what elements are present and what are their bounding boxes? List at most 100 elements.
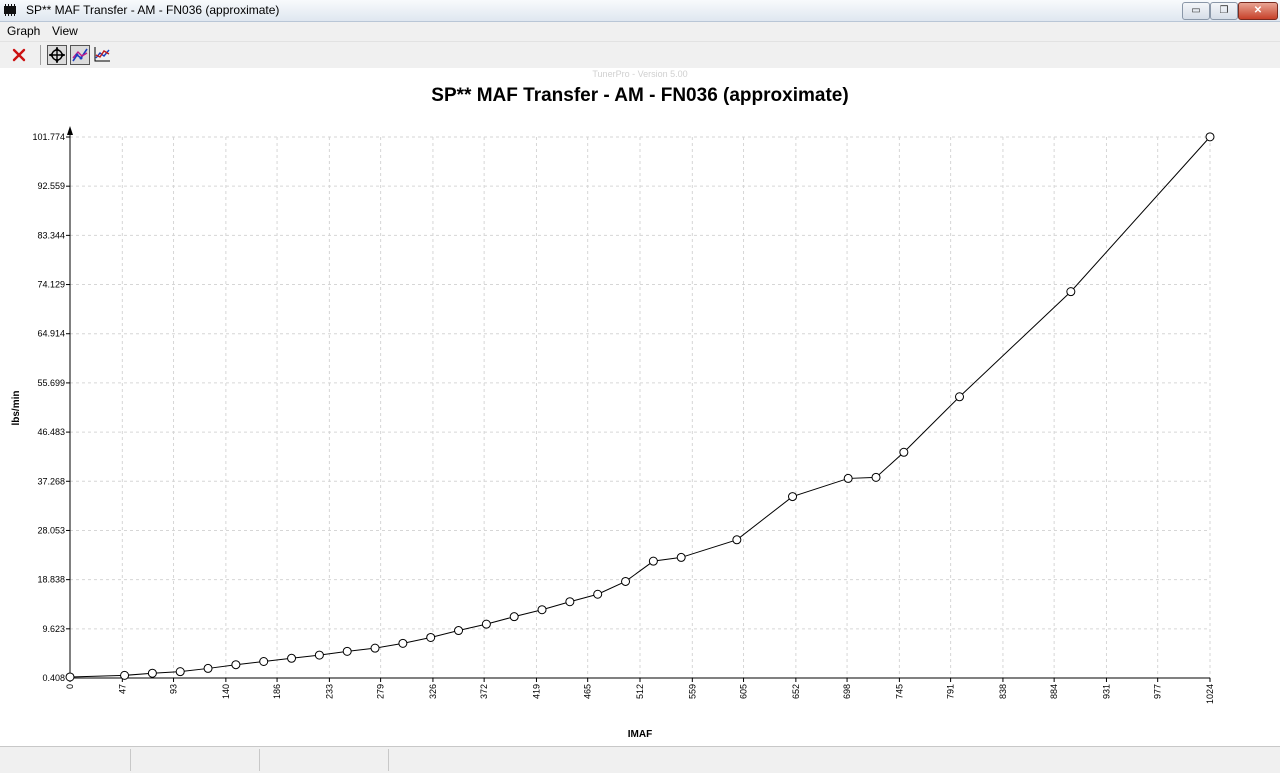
x-tick-label: 698: [842, 684, 852, 699]
data-point: [509, 612, 519, 622]
maximize-button[interactable]: ❐: [1210, 2, 1238, 20]
toolbar: [0, 42, 1280, 68]
data-point: [648, 556, 658, 566]
red-x-icon: [12, 48, 26, 62]
data-point: [314, 650, 324, 660]
status-segment: [0, 749, 131, 771]
status-segment: [131, 749, 260, 771]
menu-graph[interactable]: Graph: [7, 24, 41, 38]
x-tick-label: 884: [1049, 684, 1059, 699]
x-tick-label: 372: [479, 684, 489, 699]
data-point: [593, 589, 603, 599]
data-point: [454, 626, 464, 636]
y-axis-arrow: [67, 126, 73, 135]
pan-tool-button[interactable]: [47, 45, 67, 65]
x-tick-label: 233: [324, 684, 334, 699]
multi-line-graph-icon: [94, 47, 110, 62]
y-tick-label: 64.914: [37, 329, 65, 339]
x-tick-label: 47: [117, 684, 127, 694]
data-point: [342, 646, 352, 656]
data-point: [732, 535, 742, 545]
window-title: SP** MAF Transfer - AM - FN036 (approxim…: [26, 3, 280, 17]
data-line: [69, 136, 1211, 678]
y-tick-label: 46.483: [37, 427, 65, 437]
x-tick-label: 186: [272, 684, 282, 699]
data-point: [481, 619, 491, 629]
close-icon: ✕: [1253, 5, 1263, 16]
multi-graph-button[interactable]: [93, 45, 113, 65]
y-tick-label: 0.408: [42, 673, 65, 683]
minimize-icon: ▭: [1191, 5, 1201, 16]
data-point: [621, 576, 631, 586]
x-tick-label: 326: [428, 684, 438, 699]
y-axis-label: lbs/min: [11, 390, 22, 425]
series-line: [65, 132, 1215, 682]
x-tick-label: 931: [1101, 684, 1111, 699]
data-point: [175, 667, 185, 677]
crosshair-move-icon: [49, 47, 65, 63]
graph-area[interactable]: TunerPro - Version 5.00 SP** MAF Transfe…: [0, 68, 1280, 746]
x-tick-label: 1024: [1205, 684, 1215, 704]
x-tick-label: 512: [635, 684, 645, 699]
y-tick-label: 74.129: [37, 280, 65, 290]
x-tick-label: 977: [1153, 684, 1163, 699]
y-tick-label: 55.699: [37, 378, 65, 388]
x-tick-label: 140: [221, 684, 231, 699]
data-point: [287, 653, 297, 663]
x-tick-label: 419: [531, 684, 541, 699]
data-point: [843, 473, 853, 483]
y-tick-label: 18.838: [37, 575, 65, 585]
data-point: [955, 392, 965, 402]
menu-bar: Graph View: [0, 22, 1280, 42]
data-point: [871, 472, 881, 482]
close-window-button[interactable]: ✕: [1238, 2, 1278, 20]
version-watermark: TunerPro - Version 5.00: [592, 69, 687, 79]
x-tick-label: 0: [65, 684, 75, 689]
data-point: [1205, 132, 1215, 142]
grid-lines: [69, 136, 1211, 679]
x-tick-label: 93: [169, 684, 179, 694]
y-tick-label: 92.559: [37, 181, 65, 191]
line-graph-icon: [72, 48, 88, 62]
status-segment: [260, 749, 389, 771]
minimize-button[interactable]: ▭: [1182, 2, 1210, 20]
x-axis-label: IMAF: [628, 729, 652, 740]
y-tick-label: 101.774: [32, 132, 65, 142]
maximize-icon: ❐: [1219, 5, 1229, 16]
x-tick-label: 791: [946, 684, 956, 699]
toolbar-separator: [40, 45, 41, 65]
data-point: [147, 668, 157, 678]
data-point: [788, 492, 798, 502]
status-bar: [0, 746, 1280, 773]
x-tick-label: 279: [376, 684, 386, 699]
data-point: [398, 638, 408, 648]
x-tick-label: 838: [998, 684, 1008, 699]
data-point: [676, 552, 686, 562]
menu-view[interactable]: View: [52, 24, 78, 38]
data-point: [120, 670, 130, 680]
title-bar: SP** MAF Transfer - AM - FN036 (approxim…: [0, 0, 1280, 22]
axes: [66, 126, 1211, 682]
tick-labels: 0.408 9.623 18.838 28.053 37.268 46.483 55.699…: [32, 132, 1215, 704]
app-chip-icon: [4, 4, 16, 16]
data-point: [565, 597, 575, 607]
x-tick-label: 559: [687, 684, 697, 699]
y-tick-label: 83.344: [37, 230, 65, 240]
y-tick-label: 37.268: [37, 476, 65, 486]
y-tick-label: 9.623: [42, 624, 65, 634]
data-point: [899, 447, 909, 457]
x-tick-label: 465: [583, 684, 593, 699]
data-point: [231, 660, 241, 670]
data-point: [259, 656, 269, 666]
x-tick-label: 745: [894, 684, 904, 699]
data-point: [370, 643, 380, 653]
close-graph-button[interactable]: [9, 45, 29, 65]
y-tick-label: 28.053: [37, 525, 65, 535]
chart-title: SP** MAF Transfer - AM - FN036 (approxim…: [431, 85, 848, 106]
data-point: [1066, 287, 1076, 297]
x-tick-label: 605: [739, 684, 749, 699]
x-tick-label: 652: [791, 684, 801, 699]
data-point: [426, 632, 436, 642]
data-point: [537, 605, 547, 615]
line-graph-button[interactable]: [70, 45, 90, 65]
